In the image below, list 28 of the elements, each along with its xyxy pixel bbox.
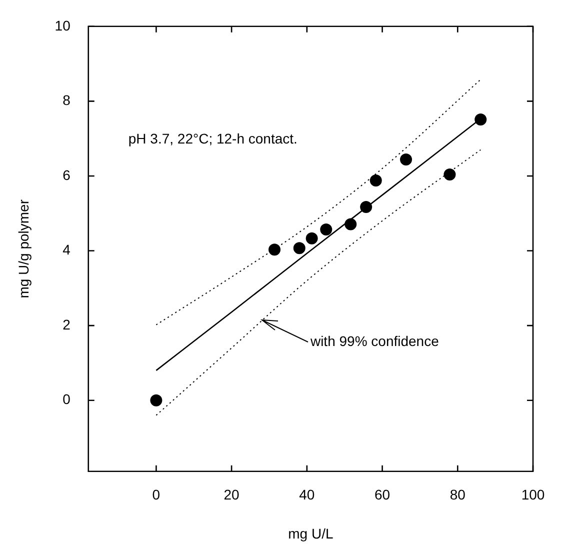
point bbox=[400, 154, 412, 166]
x-axis-title: mg U/L bbox=[288, 525, 334, 542]
x-tick-label: 60 bbox=[374, 486, 390, 503]
y-tick-label: 2 bbox=[62, 316, 71, 332]
point bbox=[370, 174, 382, 186]
y-tick-label: 10 bbox=[54, 17, 71, 34]
y-tick-label: 4 bbox=[62, 242, 71, 258]
x-tick-label: 40 bbox=[299, 486, 315, 503]
point bbox=[474, 114, 487, 126]
point bbox=[268, 244, 281, 256]
point bbox=[293, 242, 306, 254]
point bbox=[320, 223, 332, 236]
annotation: with 99% confidence bbox=[309, 333, 440, 350]
y-tick-label: 8 bbox=[62, 92, 71, 108]
point bbox=[306, 232, 318, 244]
y-tick-label: 6 bbox=[62, 166, 71, 183]
x-tick-label: 80 bbox=[450, 486, 466, 503]
point bbox=[150, 394, 162, 406]
y-axis-title: mg U/g polymer bbox=[15, 199, 32, 298]
point bbox=[360, 201, 372, 214]
point bbox=[344, 218, 357, 230]
x-tick-label: 0 bbox=[152, 486, 160, 503]
x-tick-label: 100 bbox=[521, 486, 545, 503]
line-series bbox=[156, 149, 482, 416]
y-tick-label: 0 bbox=[62, 391, 71, 408]
annotation: pH 3.7, 22°C; 12-h contact. bbox=[128, 130, 298, 147]
x-tick-label: 20 bbox=[224, 486, 240, 503]
point bbox=[444, 168, 456, 180]
